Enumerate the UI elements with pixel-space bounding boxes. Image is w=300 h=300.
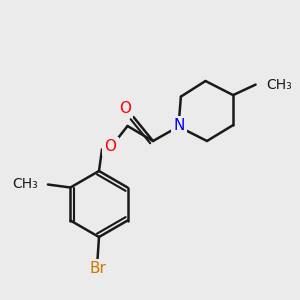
Text: N: N (173, 118, 185, 134)
Text: Br: Br (89, 261, 106, 276)
Text: O: O (119, 101, 131, 116)
Text: O: O (104, 139, 116, 154)
Text: CH₃: CH₃ (266, 78, 292, 92)
Text: CH₃: CH₃ (13, 178, 38, 191)
